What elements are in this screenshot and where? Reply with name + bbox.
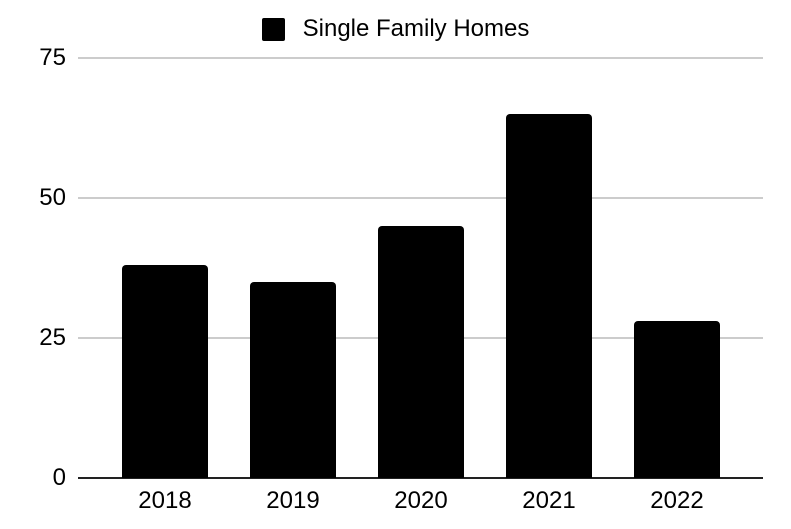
x-axis-label: 2022 (650, 487, 704, 514)
bar-2022 (634, 321, 720, 478)
x-axis-line (78, 477, 763, 479)
bar-2021 (506, 114, 592, 478)
chart-legend: Single Family Homes (0, 14, 791, 44)
y-axis-label: 25 (39, 324, 66, 351)
y-axis-label: 50 (39, 184, 66, 211)
x-axis-label: 2020 (394, 487, 448, 514)
x-axis-label: 2019 (266, 487, 320, 514)
y-axis-label: 75 (39, 44, 66, 71)
x-axis-label: 2018 (138, 487, 192, 514)
gridline (78, 197, 763, 199)
bar-2019 (250, 282, 336, 478)
gridline (78, 57, 763, 59)
bar-2020 (378, 226, 464, 478)
legend-label: Single Family Homes (302, 15, 530, 42)
x-axis-label: 2021 (522, 487, 576, 514)
bar-2018 (122, 265, 208, 478)
legend-swatch (261, 17, 285, 41)
y-axis-label: 0 (52, 464, 66, 491)
